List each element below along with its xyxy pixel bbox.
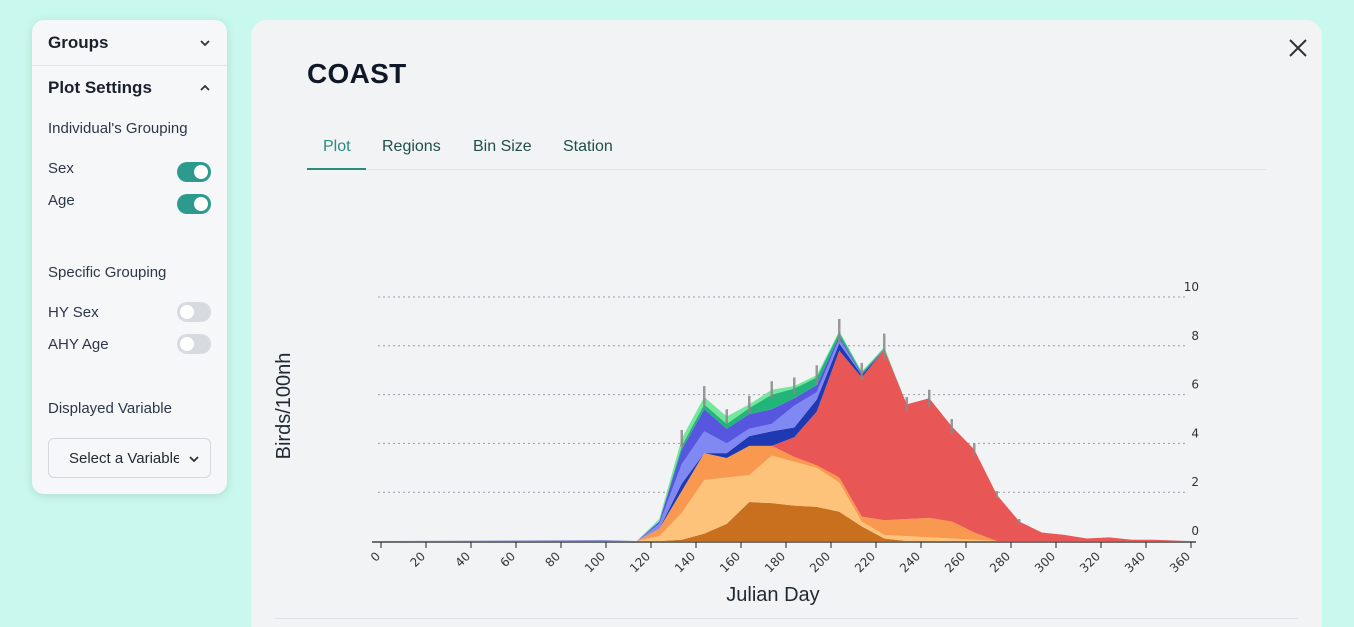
- age-label: Age: [48, 192, 75, 209]
- x-tick-label: 300: [1032, 549, 1058, 575]
- x-axis-label: Julian Day: [726, 584, 819, 606]
- y-tick-label: 10: [1184, 280, 1199, 294]
- tab-station[interactable]: Station: [563, 138, 613, 155]
- area-series-2: [378, 455, 1188, 541]
- plot-settings-header[interactable]: Plot Settings: [32, 65, 227, 110]
- y-tick-label: 2: [1191, 475, 1199, 489]
- groups-header-label: Groups: [48, 32, 109, 52]
- variable-select-value: Select a Variable: [69, 449, 179, 467]
- plot-settings-header-label: Plot Settings: [48, 78, 152, 97]
- x-tick-label: 120: [627, 549, 653, 575]
- grid-lines: [378, 296, 1188, 493]
- individuals-grouping-label: Individual's Grouping: [48, 120, 188, 137]
- x-tick-label: 160: [717, 549, 743, 575]
- x-tick-label: 240: [897, 549, 923, 575]
- area-series-1: [378, 501, 1188, 541]
- chevron-down-icon: [189, 456, 199, 463]
- page-title: COAST: [307, 58, 407, 89]
- x-tick-label: 320: [1077, 549, 1103, 575]
- toggle-knob: [194, 165, 208, 179]
- x-tick-label: 280: [987, 549, 1013, 575]
- chevron-up-icon: [200, 84, 210, 91]
- y-tick-label: 0: [1191, 524, 1199, 538]
- x-tick-label: 100: [582, 549, 608, 575]
- x-tick-label: 360: [1167, 549, 1193, 575]
- toggle-knob: [180, 305, 194, 319]
- hy-sex-toggle[interactable]: [177, 302, 211, 322]
- tab-bin-size[interactable]: Bin Size: [473, 138, 532, 155]
- groups-header[interactable]: Groups: [32, 20, 227, 65]
- toggle-knob: [180, 337, 194, 351]
- x-tick-label: 0: [368, 549, 383, 564]
- x-tick-label: 140: [672, 549, 698, 575]
- age-toggle[interactable]: [177, 194, 211, 214]
- area-series-4: [378, 349, 1188, 541]
- y-tick-label: 6: [1191, 378, 1199, 392]
- sidebar: Groups Plot Settings Individual's Groupi…: [32, 20, 227, 494]
- active-tab-indicator: [307, 168, 366, 170]
- ahy-age-toggle[interactable]: [177, 334, 211, 354]
- y-tick-label: 4: [1191, 426, 1199, 440]
- toggle-knob: [194, 197, 208, 211]
- x-tick-label: 220: [852, 549, 878, 575]
- x-tick-label: 340: [1122, 549, 1148, 575]
- sex-toggle[interactable]: [177, 162, 211, 182]
- specific-grouping-label: Specific Grouping: [48, 264, 167, 281]
- x-tick-label: 200: [807, 549, 833, 575]
- tab-plot[interactable]: Plot: [323, 138, 351, 155]
- sex-label: Sex: [48, 160, 74, 177]
- hy-sex-label: HY Sex: [48, 304, 99, 321]
- chevron-down-icon: [200, 39, 210, 46]
- y-axis-ticks: 0 2 4 6 8 10: [1184, 280, 1199, 538]
- error-bars: [680, 318, 1021, 524]
- x-tick-label: 40: [452, 549, 473, 570]
- x-tick-label: 180: [762, 549, 788, 575]
- ahy-age-label: AHY Age: [48, 336, 109, 353]
- x-tick-label: 20: [407, 549, 428, 570]
- displayed-variable-label: Displayed Variable: [48, 400, 172, 417]
- stacked-areas: [378, 331, 1188, 541]
- divider: [275, 618, 1298, 619]
- close-icon[interactable]: [1287, 37, 1309, 59]
- tab-bar: Plot Regions Bin Size Station: [307, 128, 1266, 170]
- x-axis: 0 20 40 60 80 100 120 140 160 180 200 220 240 260 280 3…: [368, 541, 1196, 575]
- x-tick-label: 60: [497, 549, 518, 570]
- y-axis-label: Birds/100nh: [273, 353, 295, 460]
- y-tick-label: 8: [1191, 329, 1199, 343]
- x-tick-label: 260: [942, 549, 968, 575]
- x-tick-label: 80: [542, 549, 563, 570]
- variable-select[interactable]: Select a Variable: [48, 438, 211, 478]
- tab-regions[interactable]: Regions: [382, 138, 441, 155]
